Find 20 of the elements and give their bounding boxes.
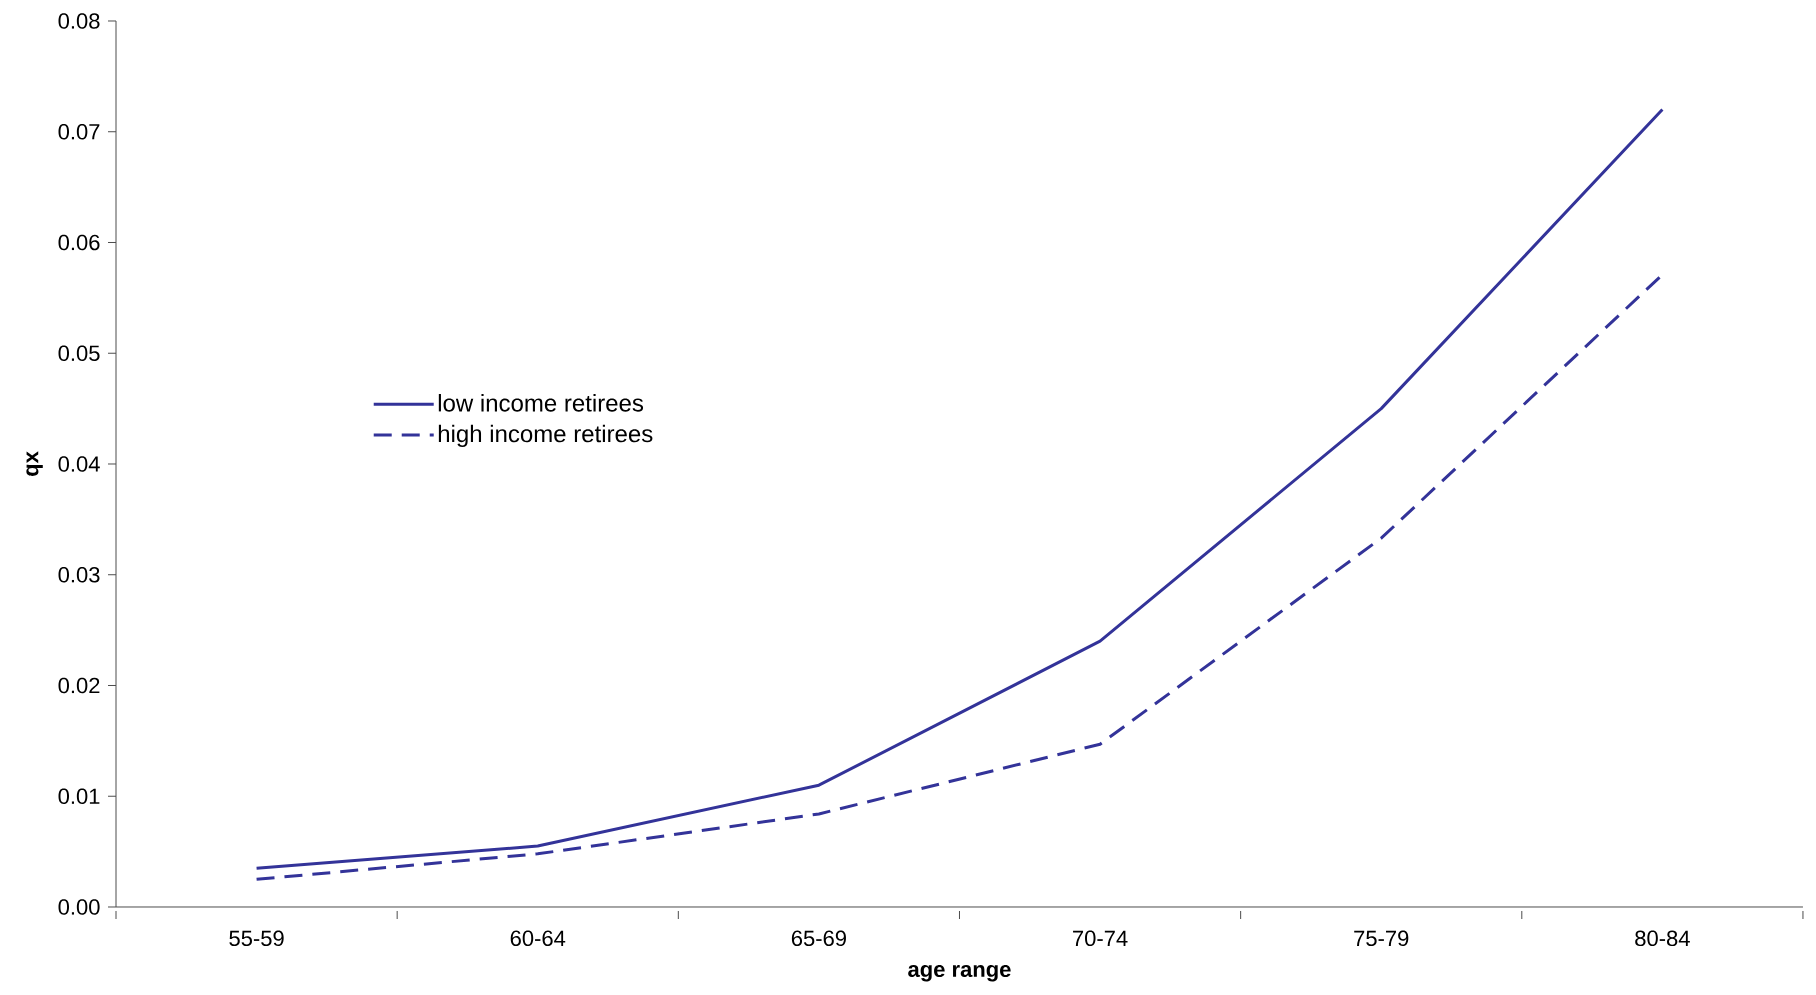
x-axis-title: age range (908, 964, 1011, 982)
x-tick-label: 55-59 (229, 930, 284, 947)
y-tick-label: 0.07 (58, 123, 100, 140)
legend-label: low income retirees (438, 394, 644, 412)
y-tick-label: 0.06 (58, 234, 100, 251)
x-tick-label: 60-64 (510, 930, 566, 947)
y-tick-label: 0.02 (58, 677, 100, 694)
x-tick-label: 70-74 (1073, 930, 1128, 947)
y-tick-label: 0.00 (58, 899, 100, 915)
x-tick-label: 75-79 (1354, 930, 1409, 947)
y-axis-title: qx (26, 451, 43, 476)
legend-label: high income retirees (438, 424, 653, 448)
x-tick-label: 65-69 (791, 930, 846, 947)
line-series (255, 108, 1664, 870)
y-tick-label: 0.03 (58, 566, 100, 583)
y-tick-label: 0.08 (58, 13, 100, 29)
y-tick-label: 0.04 (58, 456, 100, 472)
y-tick-label: 0.01 (58, 788, 100, 805)
y-tick-label: 0.05 (58, 345, 100, 362)
x-tick-label: 80-84 (1635, 930, 1690, 947)
